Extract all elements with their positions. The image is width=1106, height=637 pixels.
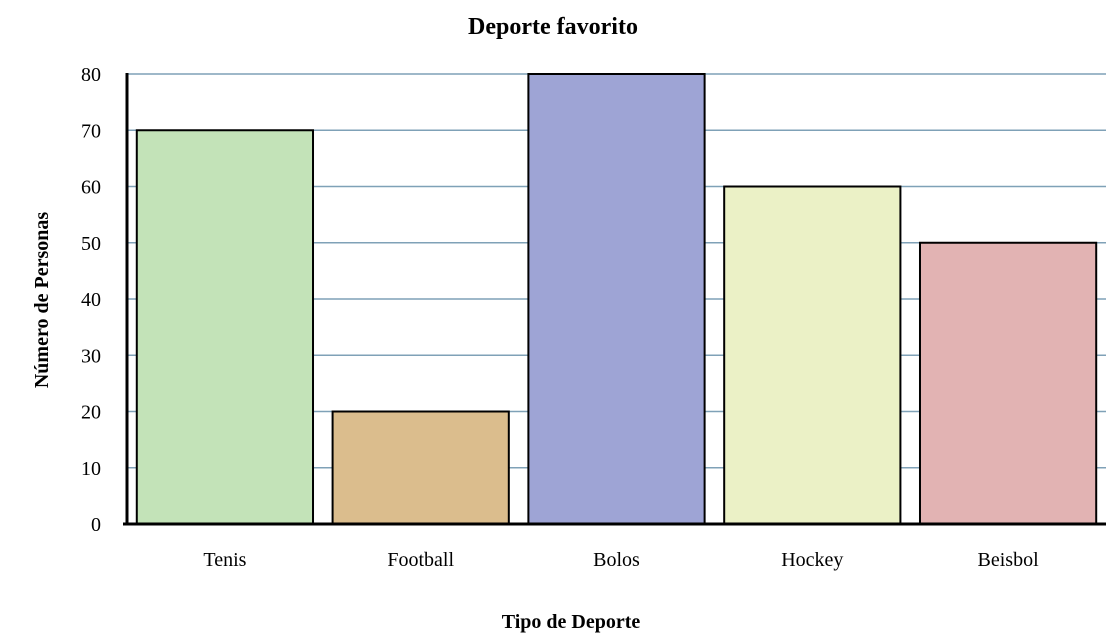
x-tick-label: Tenis [203, 549, 246, 571]
y-tick-label: 0 [91, 514, 101, 536]
bar-football [331, 410, 510, 525]
x-axis-title: Tipo de Deporte [502, 611, 641, 633]
bar-tenis [135, 129, 315, 525]
y-tick-label: 30 [81, 345, 101, 367]
bar-hockey [723, 185, 902, 525]
y-tick-label: 10 [81, 458, 101, 480]
chart-title: Deporte favorito [468, 14, 638, 40]
bars [135, 73, 1098, 525]
x-tick-label: Hockey [781, 549, 843, 571]
bar-beisbol [918, 241, 1098, 525]
x-tick-labels: Tenis Football Bolos Hockey Beisbol [203, 549, 1039, 571]
y-tick-label: 20 [81, 402, 101, 424]
y-tick-label: 50 [81, 233, 101, 255]
y-tick-labels: 0 10 20 30 40 50 60 70 80 [81, 64, 101, 536]
x-tick-label: Bolos [593, 549, 640, 571]
x-tick-label: Football [387, 549, 454, 571]
x-tick-label: Beisbol [978, 549, 1040, 571]
bar-bolos [527, 73, 706, 525]
y-axis-title: Número de Personas [31, 212, 53, 388]
y-tick-label: 40 [81, 289, 101, 311]
y-tick-label: 80 [81, 64, 101, 86]
y-tick-label: 70 [81, 120, 101, 142]
y-tick-label: 60 [81, 177, 101, 199]
